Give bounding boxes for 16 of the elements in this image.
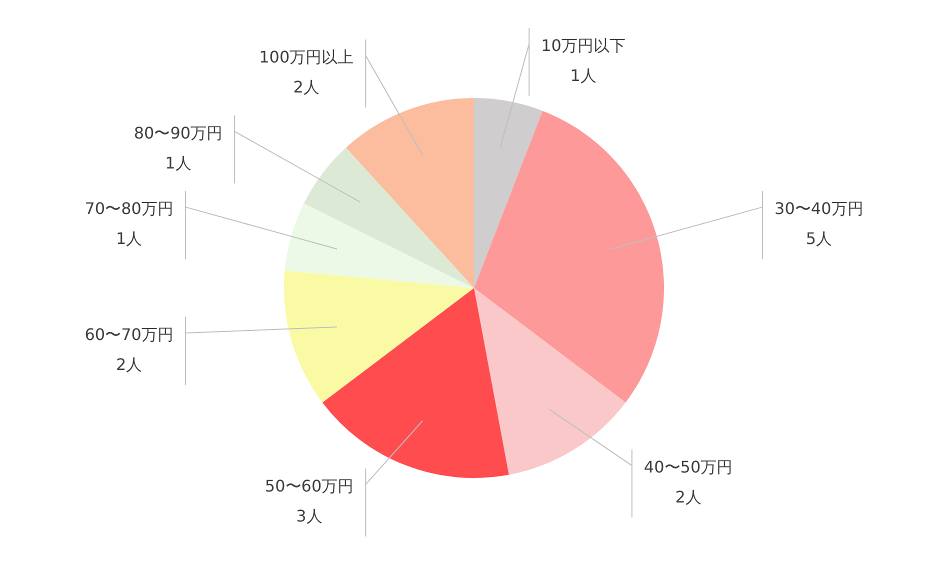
slice-label: 40〜50万円 [644,458,733,477]
slice-label: 60〜70万円 [84,325,174,344]
data-label: 2人 [116,355,142,374]
data-label: 2人 [293,78,320,97]
data-label: 1人 [116,229,142,248]
slice-label: 30〜40万円 [774,199,864,218]
data-label: 5人 [806,229,832,248]
slice-label: 50〜60万円 [264,476,354,496]
data-label: 2人 [675,488,702,507]
data-label: 1人 [165,154,192,173]
slice-label: 80〜90万円 [134,124,223,143]
slice-label: 10万円以下 [541,36,626,56]
slice-label: 100万円以上 [259,48,354,67]
data-label: 1人 [570,66,596,86]
slice-label: 70〜80万円 [84,199,174,218]
data-label: 3人 [296,506,322,526]
